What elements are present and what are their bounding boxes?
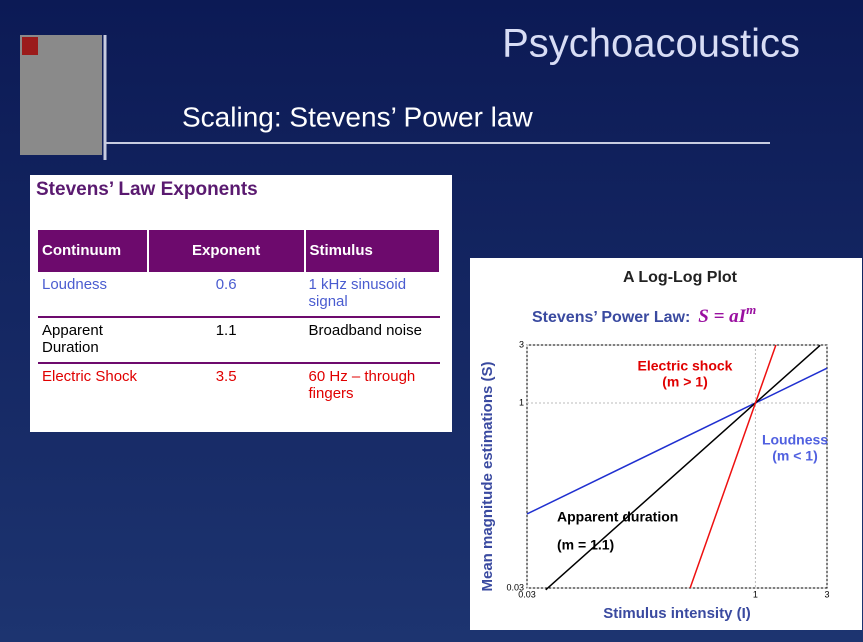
column-header: Continuum (38, 230, 149, 271)
table-title: Stevens’ Law Exponents (36, 179, 258, 200)
slide-subtitle: Scaling: Stevens’ Power law (182, 101, 533, 132)
logo-shield (22, 37, 38, 55)
x-axis-label: Stimulus intensity (I) (603, 605, 751, 622)
table-cell: 1.1 (147, 316, 305, 363)
series-label: Loudness (762, 432, 828, 448)
table-cell: Apparent Duration (38, 316, 148, 363)
table-cell: 60 Hz – through fingers (304, 362, 440, 408)
table-row: Electric Shock 3.5 60 Hz – through fingers (38, 362, 440, 408)
table-panel: Stevens’ Law Exponents Continuum Exponent… (30, 175, 452, 432)
table-cell: Broadband noise (304, 316, 440, 363)
column-header: Stimulus (304, 230, 442, 271)
table-cell: Electric Shock (38, 362, 148, 408)
chart-subtitle: Stevens’ Power Law: S = aIm (532, 302, 756, 327)
slide-title: Psychoacoustics (502, 22, 800, 66)
series-annotation: (m = 1.1) (557, 537, 614, 553)
y-axis-label: Mean magnitude estimations (S) (479, 361, 496, 591)
series-annotation: (m > 1) (662, 374, 708, 390)
chart: A Log-Log Plot Stevens’ Power Law: S = aIm… (479, 269, 830, 622)
table-cell: 1 kHz sinusoid signal (304, 270, 440, 317)
chart-title: A Log-Log Plot (623, 269, 738, 286)
table-row: Apparent Duration 1.1 Broadband noise (38, 316, 440, 363)
subtitle-text: Stevens’ Power Law: (532, 309, 690, 326)
x-tick-label: 0.03 (518, 589, 536, 599)
series-annotation: (m < 1) (772, 448, 818, 464)
table: Continuum Exponent Stimulus Loudness 0.6 1 kH… (38, 230, 442, 408)
y-tick-label: 3 (519, 339, 524, 349)
series-line (689, 344, 777, 589)
table-cell: 3.5 (147, 362, 305, 408)
series-label: Electric shock (638, 358, 733, 374)
y-tick-label: 0.03 (506, 582, 524, 592)
series-label: Apparent duration (557, 509, 678, 525)
header-row: Continuum Exponent Stimulus (38, 230, 442, 271)
column-header: Exponent (147, 230, 306, 271)
x-tick-label: 1 (753, 589, 758, 599)
y-tick-label: 1 (519, 397, 524, 407)
table-row: Loudness 0.6 1 kHz sinusoid signal (38, 270, 440, 317)
table-cell: 0.6 (147, 270, 305, 317)
x-tick-label: 3 (824, 589, 829, 599)
formula: S = aI (698, 306, 746, 327)
formula-exponent: m (746, 302, 756, 317)
table-cell: Loudness (38, 270, 148, 317)
chart-panel (470, 258, 862, 630)
